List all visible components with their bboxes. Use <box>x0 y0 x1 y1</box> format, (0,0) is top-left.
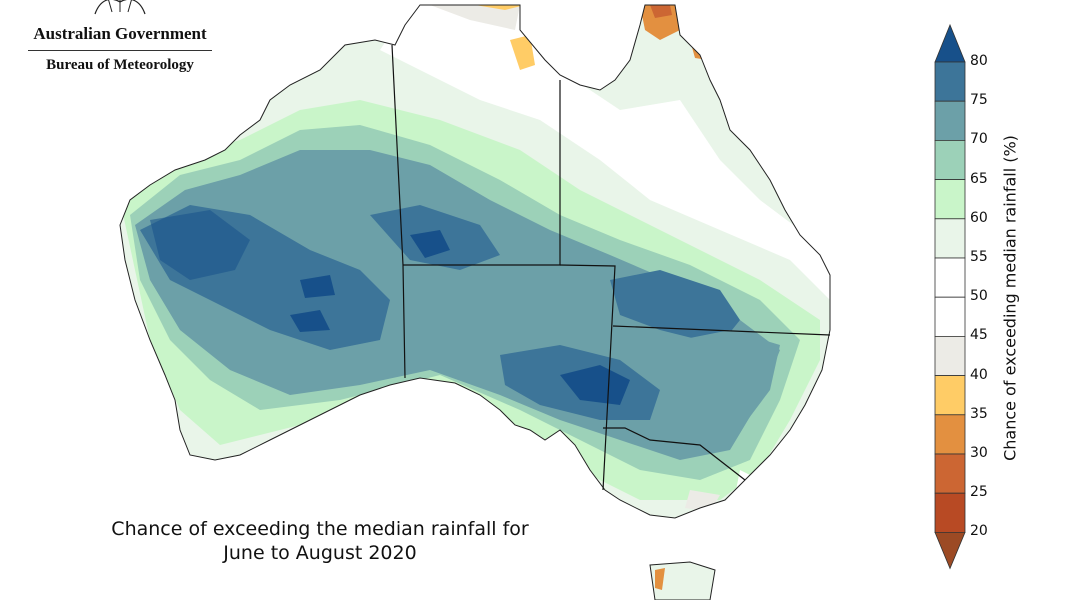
colorbar-bin-40-45 <box>934 335 966 376</box>
colorbar-tick-label: 20 <box>970 523 988 540</box>
colorbar-bin-30-35 <box>934 414 966 455</box>
colorbar-tick-label: 45 <box>970 327 988 344</box>
bureau-logo: Australian Government Bureau of Meteorol… <box>20 0 220 80</box>
colorbar-tick-label: 35 <box>970 405 988 422</box>
colorbar-graphic <box>934 23 966 570</box>
colorbar-top-arrow <box>934 23 966 63</box>
caption-line-1: Chance of exceeding the median rainfall … <box>111 518 529 540</box>
colorbar-tick-label: 70 <box>970 131 988 148</box>
colorbar-bin-60-65 <box>934 179 966 220</box>
colorbar-bin-65-70 <box>934 140 966 181</box>
colorbar-bin-55-60 <box>934 218 966 259</box>
colorbar-tick-label: 40 <box>970 366 988 383</box>
government-title: Australian Government <box>33 24 207 43</box>
colorbar-axis-label-text: Chance of exceeding median rainfall (%) <box>1000 135 1020 461</box>
rainfall-colorbar: 80 75 70 65 60 55 50 45 40 35 30 25 20 <box>920 20 1080 580</box>
colorbar-bin-20-25 <box>934 492 966 533</box>
logo-divider <box>28 50 212 51</box>
colorbar-bin-35-40 <box>934 375 966 416</box>
colorbar-bin-25-30 <box>934 453 966 494</box>
colorbar-tick-label: 25 <box>970 484 988 501</box>
colorbar-tick-label: 65 <box>970 170 988 187</box>
colorbar-bottom-arrow <box>934 532 966 570</box>
colorbar-bin-50-55 <box>934 257 966 298</box>
colorbar-tick-label: 60 <box>970 209 988 226</box>
coat-of-arms-icon <box>94 0 146 15</box>
map-caption: Chance of exceeding the median rainfall … <box>60 517 580 565</box>
colorbar-bin-75-80 <box>934 61 966 102</box>
bureau-title: Bureau of Meteorology <box>46 57 194 73</box>
colorbar-tick-label: 55 <box>970 249 988 265</box>
colorbar-tick-label: 50 <box>970 288 988 305</box>
colorbar-tick-label: 30 <box>970 445 988 461</box>
colorbar-bin-70-75 <box>934 100 966 141</box>
caption-line-2: June to August 2020 <box>223 542 417 564</box>
colorbar-tick-label: 80 <box>970 53 988 69</box>
colorbar-tick-label: 75 <box>970 92 988 109</box>
colorbar-bin-45-50 <box>934 296 966 337</box>
